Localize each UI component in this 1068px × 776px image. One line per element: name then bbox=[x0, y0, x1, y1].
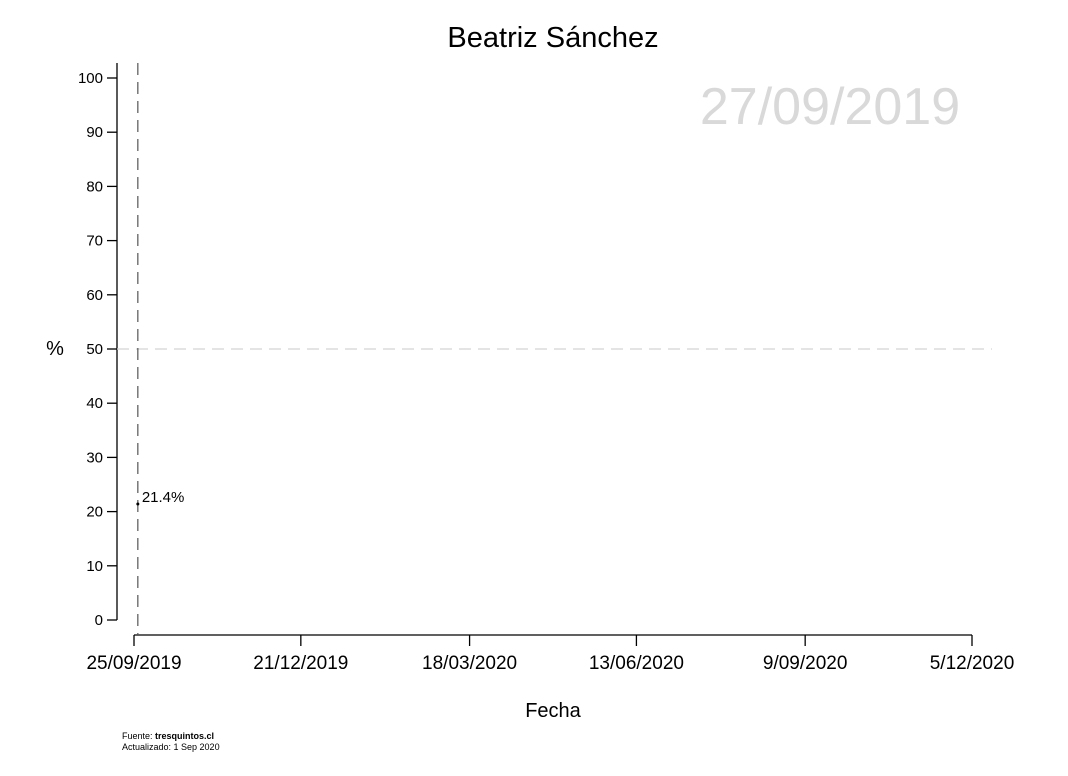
x-tick-label: 25/09/2019 bbox=[86, 653, 181, 674]
x-tick-label: 18/03/2020 bbox=[422, 653, 517, 674]
x-tick-label: 13/06/2020 bbox=[589, 653, 684, 674]
source-name: tresquintos.cl bbox=[155, 731, 215, 741]
source-prefix: Fuente: bbox=[122, 731, 156, 741]
y-tick-label: 80 bbox=[86, 178, 103, 195]
y-tick-label: 0 bbox=[95, 612, 103, 629]
y-tick-label: 30 bbox=[86, 449, 103, 466]
y-tick-label: 20 bbox=[86, 504, 103, 521]
y-tick-label: 40 bbox=[86, 395, 103, 412]
y-tick-label: 70 bbox=[86, 233, 103, 250]
y-tick-label: 60 bbox=[86, 287, 103, 304]
footer: Fuente: tresquintos.cl Actualizado: 1 Se… bbox=[122, 731, 220, 753]
date-watermark: 27/09/2019 bbox=[700, 78, 960, 136]
data-point bbox=[136, 502, 140, 506]
x-tick-label: 9/09/2020 bbox=[763, 653, 848, 674]
y-tick-label: 50 bbox=[86, 341, 103, 358]
data-label: 21.4% bbox=[142, 489, 185, 506]
source-line: Fuente: tresquintos.cl bbox=[122, 731, 220, 742]
x-axis-label: Fecha bbox=[525, 700, 581, 722]
updated-line: Actualizado: 1 Sep 2020 bbox=[122, 742, 220, 752]
x-tick-label: 21/12/2019 bbox=[253, 653, 348, 674]
plot-layer: 0 10 20 30 40 50 60 70 80 90 100 25/09/2019 21/12/20… bbox=[78, 63, 1014, 674]
chart-title: Beatriz Sánchez bbox=[447, 22, 658, 54]
x-tick-label: 5/12/2020 bbox=[930, 653, 1015, 674]
y-axis-label: % bbox=[46, 338, 64, 360]
y-tick-label: 100 bbox=[78, 70, 103, 87]
y-tick-label: 90 bbox=[86, 124, 103, 141]
y-tick-label: 10 bbox=[86, 558, 103, 575]
